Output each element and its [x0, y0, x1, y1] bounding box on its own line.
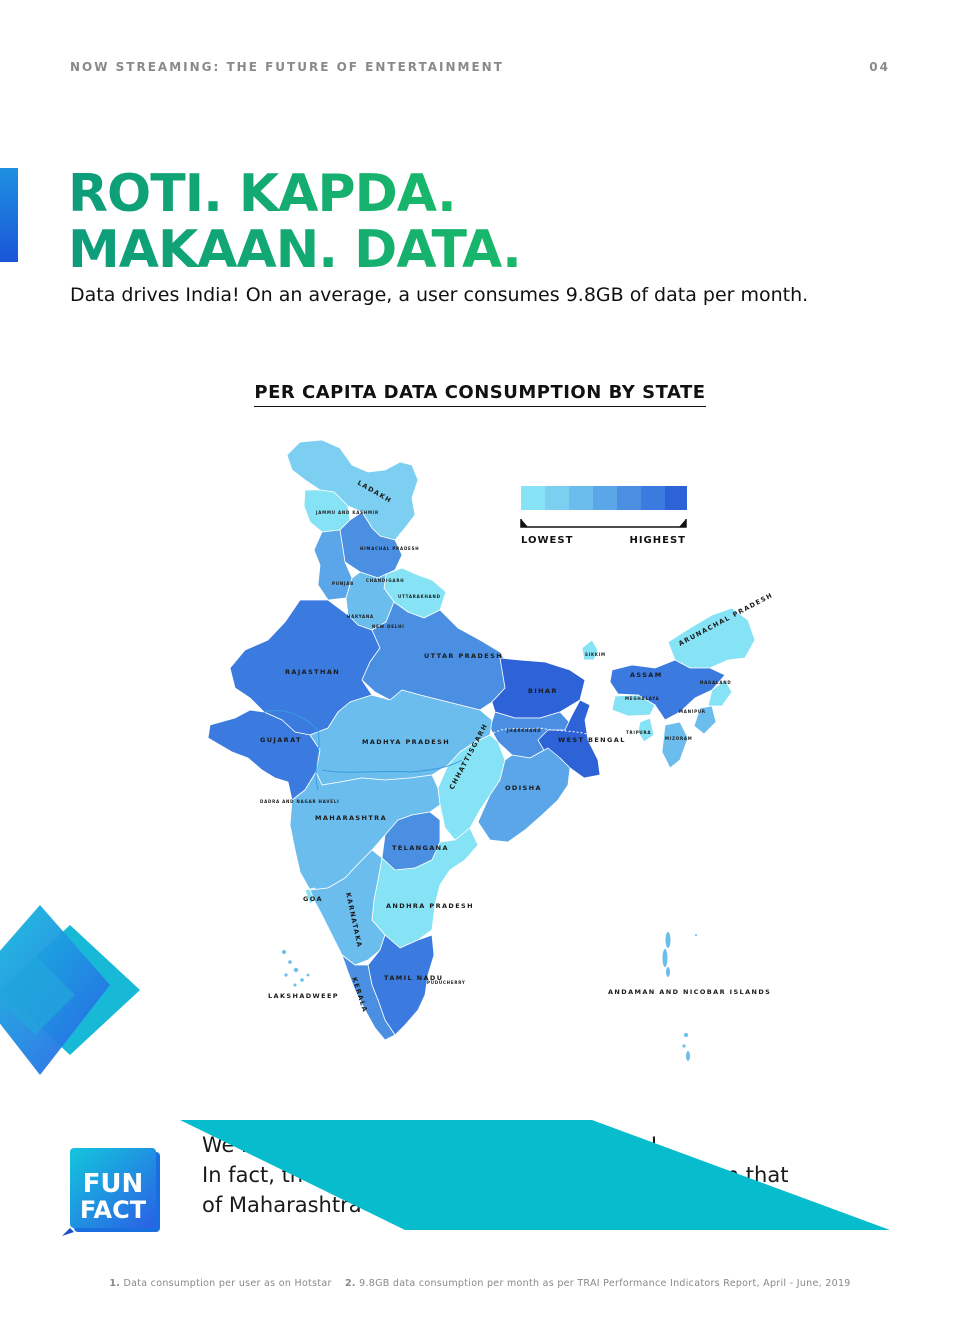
state-andaman-nicobar: [662, 932, 697, 1061]
label-manipur: MANIPUR: [679, 709, 706, 714]
label-puducherry: PUDUCHERRY: [427, 980, 466, 985]
legend-swatch: [617, 486, 641, 510]
state-kerala: [341, 954, 396, 1041]
label-delhi: NEW DELHI: [372, 624, 405, 629]
badge-line-2: FACT: [80, 1196, 147, 1224]
side-accent-bar: [0, 168, 18, 262]
legend-high-label: HIGHEST: [629, 535, 686, 546]
label-jk: JAMMU AND KASHMIR: [315, 510, 379, 515]
footnote-2-number: 2.: [344, 1278, 356, 1289]
label-nagaland: NAGALAND: [700, 680, 732, 685]
label-assam: ASSAM: [630, 671, 663, 679]
map-legend: LOWEST HIGHEST: [520, 486, 687, 546]
legend-swatch: [569, 486, 593, 510]
state-assam: [609, 659, 726, 721]
label-sikkim: SIKKIM: [585, 652, 606, 657]
footnote-2: 9.8GB data consumption per month as per …: [359, 1278, 851, 1289]
label-mizoram: MIZORAM: [665, 736, 693, 741]
label-tamilnadu: TAMIL NADU: [384, 974, 443, 982]
legend-swatch: [593, 486, 617, 510]
label-haryana: HARYANA: [347, 614, 374, 619]
state-odisha: [477, 747, 571, 843]
footnote-1: Data consumption per user as on Hotstar: [123, 1278, 332, 1289]
legend-low-label: LOWEST: [521, 535, 573, 546]
footnote-1-number: 1.: [109, 1278, 121, 1289]
footer-notes: 1. Data consumption per user as on Hotst…: [0, 1278, 960, 1289]
title-line-2: MAKAAN. DATA.: [68, 220, 522, 280]
label-goa: GOA: [303, 895, 323, 903]
title-line-1: ROTI. KAPDA.: [68, 164, 457, 224]
label-meghalaya: MEGHALAYA: [625, 696, 660, 701]
label-uttarakhand: UTTARAKHAND: [398, 594, 441, 599]
decorative-diamonds: [0, 905, 140, 1075]
label-bihar: BIHAR: [528, 687, 558, 695]
legend-swatch: [665, 486, 687, 510]
label-ap: ANDHRA PRADESH: [386, 902, 474, 910]
state-lakshadweep: [282, 950, 310, 987]
state-nagaland: [707, 679, 733, 707]
state-manipur: [693, 705, 717, 735]
label-rajasthan: RAJASTHAN: [285, 668, 340, 676]
label-andaman: ANDAMAN AND NICOBAR ISLANDS: [608, 988, 771, 996]
label-up: UTTAR PRADESH: [424, 652, 503, 660]
state-tripura: [637, 717, 655, 743]
label-tripura: TRIPURA: [626, 730, 651, 735]
state-punjab: [313, 529, 353, 601]
label-maharashtra: MAHARASHTRA: [315, 814, 387, 822]
label-wb: WEST BENGAL: [558, 736, 626, 744]
state-meghalaya: [611, 694, 656, 717]
state-himachal-pradesh: [339, 511, 403, 579]
label-odisha: ODISHA: [505, 784, 542, 792]
label-mp: MADHYA PRADESH: [362, 738, 450, 746]
state-mizoram: [661, 721, 689, 769]
label-chandigarh: CHANDIGARH: [366, 578, 404, 583]
label-gujarat: GUJARAT: [260, 736, 302, 744]
label-dnh: DADRA AND NAGAR HAVELI: [260, 799, 339, 804]
header-title: NOW STREAMING: THE FUTURE OF ENTERTAINME…: [70, 60, 504, 74]
fun-fact-badge: FUN FACT: [62, 1148, 160, 1236]
state-sikkim: [581, 639, 599, 661]
label-jharkhand: JHARKHAND: [506, 728, 541, 733]
map-title: PER CAPITA DATA CONSUMPTION BY STATE: [0, 382, 960, 407]
state-karnataka: [309, 849, 386, 966]
label-lakshadweep: LAKSHADWEEP: [268, 992, 339, 1000]
label-punjab: PUNJAB: [332, 581, 354, 586]
label-himachal: HIMACHAL PRADESH: [360, 546, 419, 551]
legend-swatch: [641, 486, 665, 510]
legend-swatch: [545, 486, 569, 510]
legend-swatch: [521, 486, 545, 510]
subtitle: Data drives India! On an average, a user…: [70, 284, 809, 306]
page-number: 04: [869, 60, 890, 74]
badge-line-1: FUN: [83, 1169, 144, 1199]
label-telangana: TELANGANA: [392, 844, 449, 852]
